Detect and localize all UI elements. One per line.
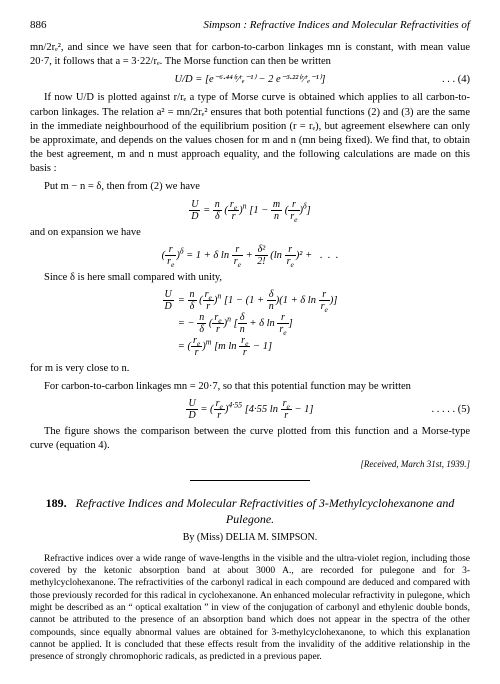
equation-ud-content: UD = nδ (rer)n [1 − mn (rre)δ]: [189, 199, 311, 222]
equation-4-content: U/D = [e⁻⁶·⁴⁴⁽ʳ∕ʳₑ⁻¹⁾ − 2 e⁻³·²²⁽ʳ∕ʳₑ⁻¹⁾…: [175, 73, 326, 87]
paragraph-3: Put m − n = δ, then from (2) we have: [30, 180, 470, 194]
paragraph-5: Since δ is here small compared with unit…: [30, 271, 470, 285]
byline: By (Miss) DELIA M. SIMPSON.: [30, 531, 470, 545]
abstract: Refractive indices over a wide range of …: [30, 553, 470, 664]
article-title-text: Refractive Indices and Molecular Refract…: [76, 496, 455, 526]
equation-5: UD = (rer)4·55 [4·55 ln rer − 1] . . . .…: [30, 398, 470, 421]
eq-ml-3-right: = (rer)m [m ln rer − 1]: [176, 335, 338, 358]
eq-ml-2-right: = − nδ (rer)n [δn + δ ln rre]: [176, 312, 338, 335]
header-line: 886 Simpson : Refractive Indices and Mol…: [30, 18, 470, 33]
section-divider: [190, 480, 310, 481]
equation-ud: UD = nδ (rer)n [1 − mn (rre)δ]: [30, 199, 470, 222]
equation-4: U/D = [e⁻⁶·⁴⁴⁽ʳ∕ʳₑ⁻¹⁾ − 2 e⁻³·²²⁽ʳ∕ʳₑ⁻¹⁾…: [30, 73, 470, 87]
paragraph-1: mn/2rₑ², and since we have seen that for…: [30, 41, 470, 69]
equation-expansion-content: (rre)δ = 1 + δ ln rre + δ²2! (ln rre)² +…: [162, 244, 339, 267]
article-title-block: 189. Refractive Indices and Molecular Re…: [30, 495, 470, 527]
article-number: 189.: [46, 496, 67, 510]
equation-5-content: UD = (rer)4·55 [4·55 ln rer − 1]: [186, 398, 313, 421]
page: 886 Simpson : Refractive Indices and Mol…: [0, 0, 500, 684]
received-note: [Received, March 31st, 1939.]: [30, 458, 470, 470]
equation-5-number: . . . . . (5): [432, 403, 471, 417]
equation-4-number: . . . (4): [442, 73, 470, 87]
paragraph-4: and on expansion we have: [30, 226, 470, 240]
paragraph-7: For carbon-to-carbon linkages mn = 20·7,…: [30, 380, 470, 394]
equation-multiline: UD = nδ (rer)n [1 − (1 + δn)(1 + δ ln rr…: [30, 289, 470, 358]
eq-ml-1-left: UD: [163, 289, 176, 312]
running-head: Simpson : Refractive Indices and Molecul…: [203, 18, 470, 33]
page-number: 886: [30, 18, 47, 33]
equation-expansion: (rre)δ = 1 + δ ln rre + δ²2! (ln rre)² +…: [30, 244, 470, 267]
paragraph-8: The figure shows the comparison between …: [30, 425, 470, 453]
paragraph-2: If now U/D is plotted against r/rₑ a typ…: [30, 91, 470, 176]
paragraph-6: for m is very close to n.: [30, 362, 470, 376]
eq-ml-1-right: = nδ (rer)n [1 − (1 + δn)(1 + δ ln rre)]: [176, 289, 338, 312]
